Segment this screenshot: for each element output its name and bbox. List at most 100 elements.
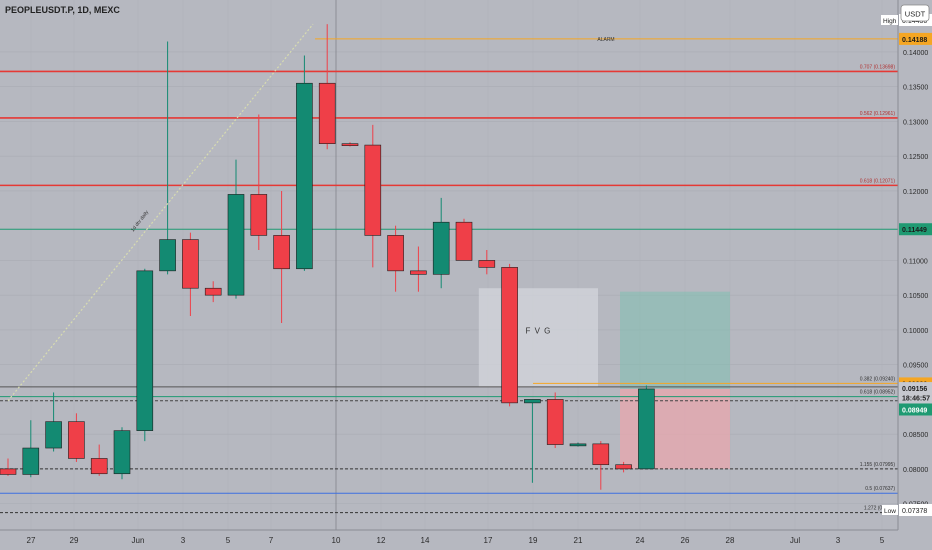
candle-body[interactable] — [45, 421, 62, 449]
low-value: 0.07378 — [902, 508, 927, 515]
time-tick-label: 17 — [484, 536, 493, 545]
time-tick-label: 28 — [726, 536, 735, 545]
candle-body[interactable] — [410, 270, 427, 275]
fib-level-label: 0.618 (0.12071) — [860, 178, 896, 184]
high-label: High — [883, 18, 897, 25]
price-lines: ALARM 0.707 (0.13698) 0.562 (0.12961) 0.618… — [0, 37, 898, 514]
fvg-label: F V G — [525, 326, 551, 335]
time-tick-label: 24 — [636, 536, 645, 545]
candle-body[interactable] — [68, 421, 85, 459]
fib-level-label: 0.562 (0.12961) — [860, 111, 896, 117]
price-tick-label: 0.13500 — [903, 85, 928, 92]
candle-body[interactable] — [159, 239, 176, 272]
price-tick-label: 0.08500 — [903, 432, 928, 439]
time-tick-label: 5 — [880, 536, 885, 545]
fib-level-label: 0.707 (0.13698) — [860, 64, 896, 70]
time-axis-bg — [0, 530, 932, 550]
candle-body[interactable] — [546, 399, 564, 445]
time-tick-label: 7 — [269, 536, 274, 545]
candle-body[interactable] — [22, 447, 40, 475]
time-tick-label: Jun — [132, 536, 145, 545]
low-label-bg — [882, 505, 898, 515]
price-tag-bg — [899, 223, 932, 236]
candle-body[interactable] — [478, 260, 496, 268]
candle-body[interactable] — [273, 235, 290, 270]
candle-body[interactable] — [638, 388, 655, 470]
trendline — [7, 23, 314, 402]
candle-body[interactable] — [592, 443, 610, 466]
candle-body[interactable] — [227, 194, 245, 296]
time-tick-label: 14 — [421, 536, 430, 545]
price-tag-bg — [899, 391, 932, 404]
price-tag: 0.09156 — [902, 386, 927, 393]
price-tick-label: 0.12000 — [903, 189, 928, 196]
time-tick-label: 12 — [377, 536, 386, 545]
candle-body[interactable] — [501, 267, 518, 404]
candle-body[interactable] — [318, 82, 336, 144]
low-label: Low — [884, 508, 896, 515]
high-value: 0.14450 — [902, 18, 927, 25]
currency-button[interactable] — [900, 4, 930, 22]
time-tick-label: 27 — [27, 536, 36, 545]
price-tag: 18:46:57 — [902, 396, 930, 403]
candle-body[interactable] — [182, 239, 199, 289]
price-tick-label: 0.10500 — [903, 293, 928, 300]
candle-body[interactable] — [387, 235, 404, 272]
low-value-bg — [899, 504, 932, 516]
price-tag: 0.14188 — [902, 37, 927, 44]
price-tags: 0.141880.114490.092800.0915618:46:570.08… — [881, 14, 932, 516]
time-tick-label: 3 — [836, 536, 841, 545]
time-tick-label: Jul — [790, 536, 800, 545]
price-tick-label: 0.09500 — [903, 363, 928, 370]
price-tick-label: 0.10000 — [903, 328, 928, 335]
price-tick-label: 0.14000 — [903, 50, 928, 57]
fib-level-label: 0.382 (0.09240) — [860, 376, 896, 382]
candle-body[interactable] — [341, 143, 359, 146]
candle-body[interactable] — [204, 287, 222, 296]
price-tag: 0.08949 — [902, 407, 927, 414]
candle-body[interactable] — [113, 430, 131, 475]
candle-body[interactable] — [524, 399, 541, 404]
candle-body[interactable] — [455, 221, 473, 261]
price-tick-label: 0.08000 — [903, 467, 928, 474]
time-tick-label: 26 — [681, 536, 690, 545]
time-tick-label: 29 — [70, 536, 79, 545]
time-tick-label: 10 — [332, 536, 341, 545]
price-tag-bg — [899, 403, 932, 416]
alarm-label: ALARM — [597, 37, 614, 43]
time-tick-label: 3 — [181, 536, 186, 545]
price-tag-bg — [899, 382, 932, 395]
time-tick-label: 21 — [574, 536, 583, 545]
fib-level-label: 1.155 (0.07995) — [860, 462, 896, 468]
candle-body[interactable] — [615, 464, 632, 470]
price-tick-label: 0.13000 — [903, 119, 928, 126]
high-label-bg — [881, 15, 898, 25]
time-tick-label: 5 — [226, 536, 231, 545]
candle-body[interactable] — [296, 82, 313, 270]
price-axis-bg — [898, 0, 932, 530]
candle-body[interactable] — [90, 458, 108, 475]
price-axis[interactable]: 0.075000.080000.085000.095000.100000.105… — [903, 50, 928, 509]
currency-label: USDT — [905, 10, 926, 19]
candles[interactable] — [0, 24, 655, 490]
price-tag: 0.11449 — [902, 227, 927, 234]
price-tick-label: 0.12500 — [903, 154, 928, 161]
candle-body[interactable] — [569, 443, 587, 447]
time-tick-label: 19 — [529, 536, 538, 545]
price-tick-label: 0.11000 — [903, 258, 928, 265]
candle-body[interactable] — [432, 221, 450, 275]
fib-level-label: 0.618 (0.08952) — [860, 390, 896, 396]
price-tag-bg — [899, 32, 932, 45]
candle-body[interactable] — [136, 270, 154, 431]
candle-body[interactable] — [0, 468, 17, 475]
fib-level-label: 0.5 (0.07637) — [865, 486, 895, 492]
fvg-zone — [478, 288, 598, 387]
long-target-zone — [620, 291, 730, 389]
candle-body[interactable] — [364, 144, 382, 236]
time-axis[interactable]: 27 29 Jun 3 5 7 10 12 14 17 19 21 24 26 28 Jul 3 5 — [27, 536, 885, 545]
fib-level-label: 1.272 (0.07...) — [864, 506, 895, 512]
candle-body[interactable] — [250, 194, 268, 236]
